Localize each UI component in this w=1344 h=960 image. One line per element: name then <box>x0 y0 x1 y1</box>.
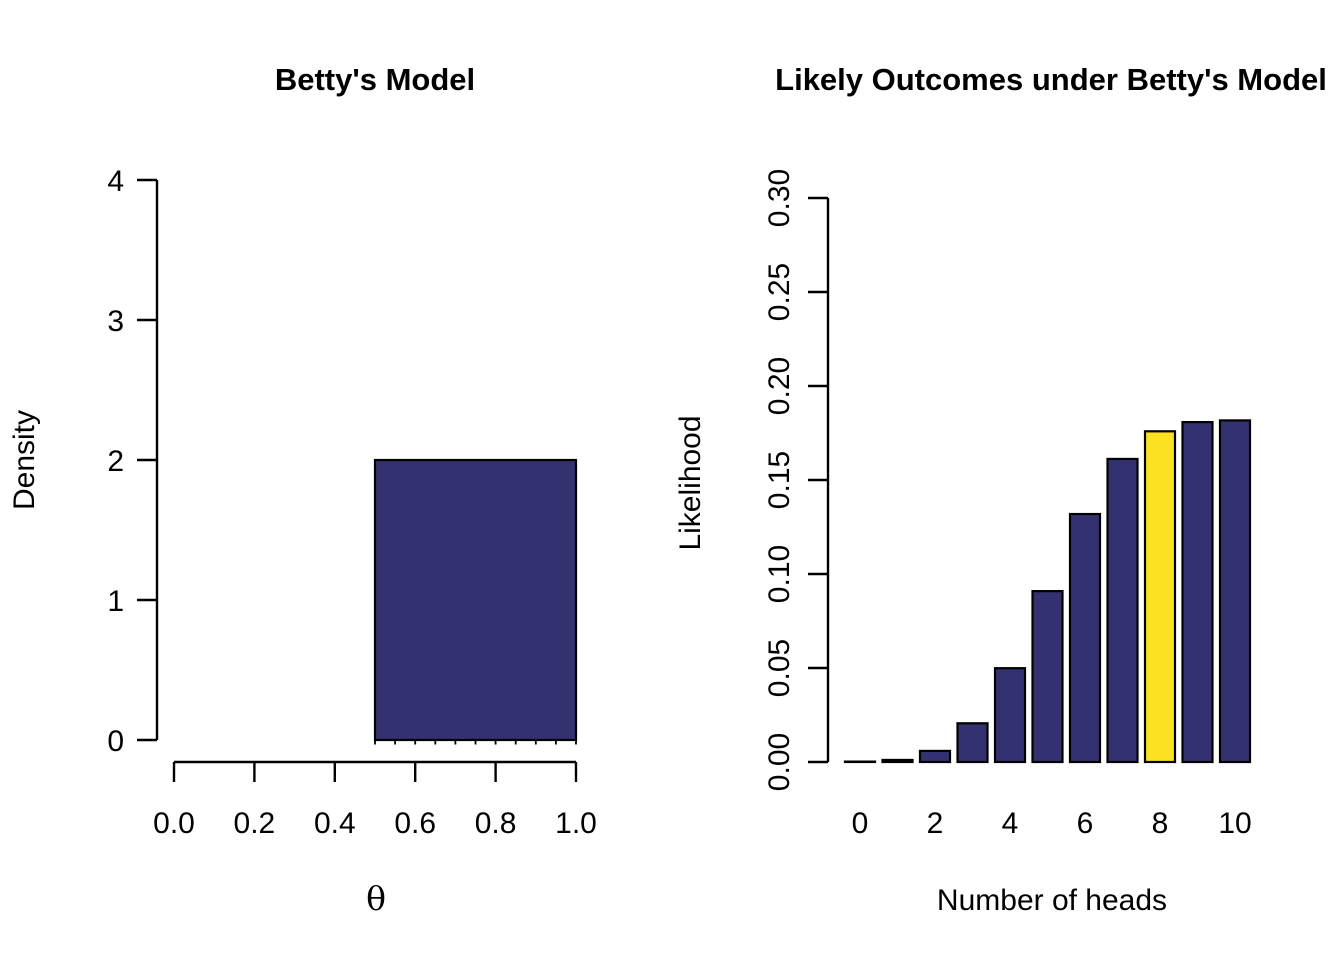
bar-7 <box>1106 457 1139 764</box>
bar-6 <box>1068 512 1102 764</box>
right-chart-likely-outcomes: Likely Outcomes under Betty's Model Like… <box>674 62 1327 917</box>
left-x-tick-label: 0.6 <box>394 807 436 840</box>
left-y-tick-label: 1 <box>107 585 124 618</box>
bar-4 <box>993 667 1027 764</box>
left-y-axis-title: Density <box>8 410 41 510</box>
right-bar-series <box>843 419 1252 764</box>
right-chart-title: Likely Outcomes under Betty's Model <box>775 62 1327 97</box>
left-density-series <box>373 458 578 745</box>
left-x-tick-label: 1.0 <box>555 807 597 840</box>
bar-5 <box>1031 590 1064 764</box>
left-chart-title: Betty's Model <box>275 62 475 97</box>
right-y-axis-title: Likelihood <box>674 415 707 550</box>
right-y-tick-label: 0.05 <box>763 639 796 697</box>
left-x-tick-label: 0.8 <box>475 807 517 840</box>
right-axes: 0.00 0.05 0.10 0.15 0.20 0.25 0.30 <box>763 169 830 791</box>
right-y-tick-label: 0.30 <box>763 169 796 227</box>
bar-3 <box>956 722 989 764</box>
left-y-tick-label: 4 <box>107 165 124 198</box>
right-x-tick-label: 8 <box>1152 807 1169 840</box>
density-rect <box>373 458 578 742</box>
bar-10 <box>1218 419 1252 764</box>
left-chart-betty-model: Betty's Model Density θ 0 1 2 3 4 0.0 0.2 0.4 0.… <box>8 62 597 918</box>
right-x-tick-label: 2 <box>927 807 944 840</box>
bar-2 <box>918 749 952 764</box>
right-x-tick-label: 0 <box>852 807 869 840</box>
left-y-tick-label: 2 <box>107 445 124 478</box>
right-y-tick-label: 0.15 <box>763 451 796 509</box>
right-x-tick-label: 10 <box>1218 807 1251 840</box>
highlighted-bar-8 <box>1143 430 1177 764</box>
right-y-tick-label: 0.20 <box>763 357 796 415</box>
right-x-tick-label: 6 <box>1077 807 1094 840</box>
bar-1 <box>881 758 914 764</box>
right-x-tick-label: 4 <box>1002 807 1019 840</box>
right-x-tick-labels: 0 2 4 6 8 10 <box>852 807 1252 840</box>
bar-9 <box>1181 420 1214 764</box>
left-x-tick-label: 0.0 <box>153 807 195 840</box>
left-x-tick-label: 0.2 <box>234 807 276 840</box>
right-y-tick-label: 0.25 <box>763 263 796 321</box>
left-y-tick-label: 3 <box>107 305 124 338</box>
left-x-tick-label: 0.4 <box>314 807 356 840</box>
left-x-axis-title: θ <box>366 879 386 918</box>
right-y-tick-label: 0.00 <box>763 733 796 791</box>
left-axes: 0 1 2 3 4 0.0 0.2 0.4 0.6 0.8 1.0 <box>107 165 597 840</box>
left-y-tick-label: 0 <box>107 725 124 758</box>
right-x-axis-title: Number of heads <box>937 884 1167 917</box>
right-y-tick-label: 0.10 <box>763 545 796 603</box>
